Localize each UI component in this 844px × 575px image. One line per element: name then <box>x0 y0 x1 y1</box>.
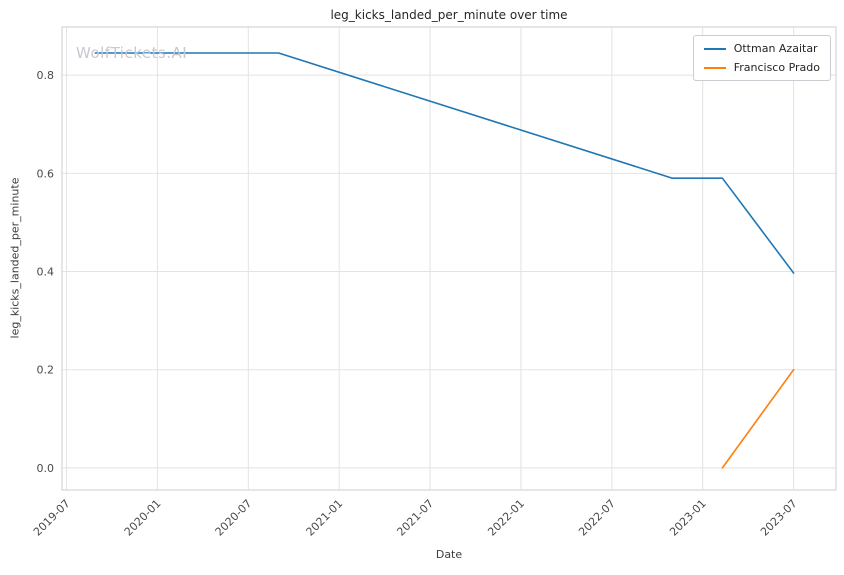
x-tick-label: 2019-07 <box>31 497 73 539</box>
legend-line-sample <box>703 47 726 50</box>
watermark: WolfTickets.AI <box>76 44 188 62</box>
y-tick-label: 0.8 <box>37 69 55 82</box>
series-line-francisco-prado <box>721 368 795 469</box>
x-tick-label: 2021-07 <box>394 497 436 539</box>
x-tick-label: 2022-07 <box>576 497 618 539</box>
x-tick-label: 2020-01 <box>122 497 164 539</box>
plot-border <box>61 26 837 491</box>
legend-item: Ottman Azaitar <box>703 42 820 55</box>
chart-title: leg_kicks_landed_per_minute over time <box>330 8 568 22</box>
x-tick-label: 2023-07 <box>758 497 800 539</box>
x-axis-label: Date <box>435 548 463 561</box>
x-tick-label: 2020-07 <box>213 497 255 539</box>
y-tick-label: 0.2 <box>37 364 55 377</box>
legend-label: Ottman Azaitar <box>733 42 818 55</box>
legend-label: Francisco Prado <box>733 61 820 74</box>
series-line-ottman-azaitar <box>94 52 795 274</box>
x-tick-label: 2023-01 <box>667 497 709 539</box>
y-tick-label: 0.0 <box>37 462 55 475</box>
y-tick-label: 0.4 <box>37 266 55 279</box>
legend-item: Francisco Prado <box>703 61 820 74</box>
y-tick-label: 0.6 <box>37 167 55 180</box>
x-tick-label: 2022-01 <box>485 497 527 539</box>
legend-line-sample <box>703 66 726 69</box>
y-axis-label: leg_kicks_landed_per_minute <box>8 177 22 339</box>
plot-area <box>62 27 836 490</box>
x-tick-label: 2021-01 <box>304 497 346 539</box>
legend: Ottman Azaitar Francisco Prado <box>692 35 831 81</box>
